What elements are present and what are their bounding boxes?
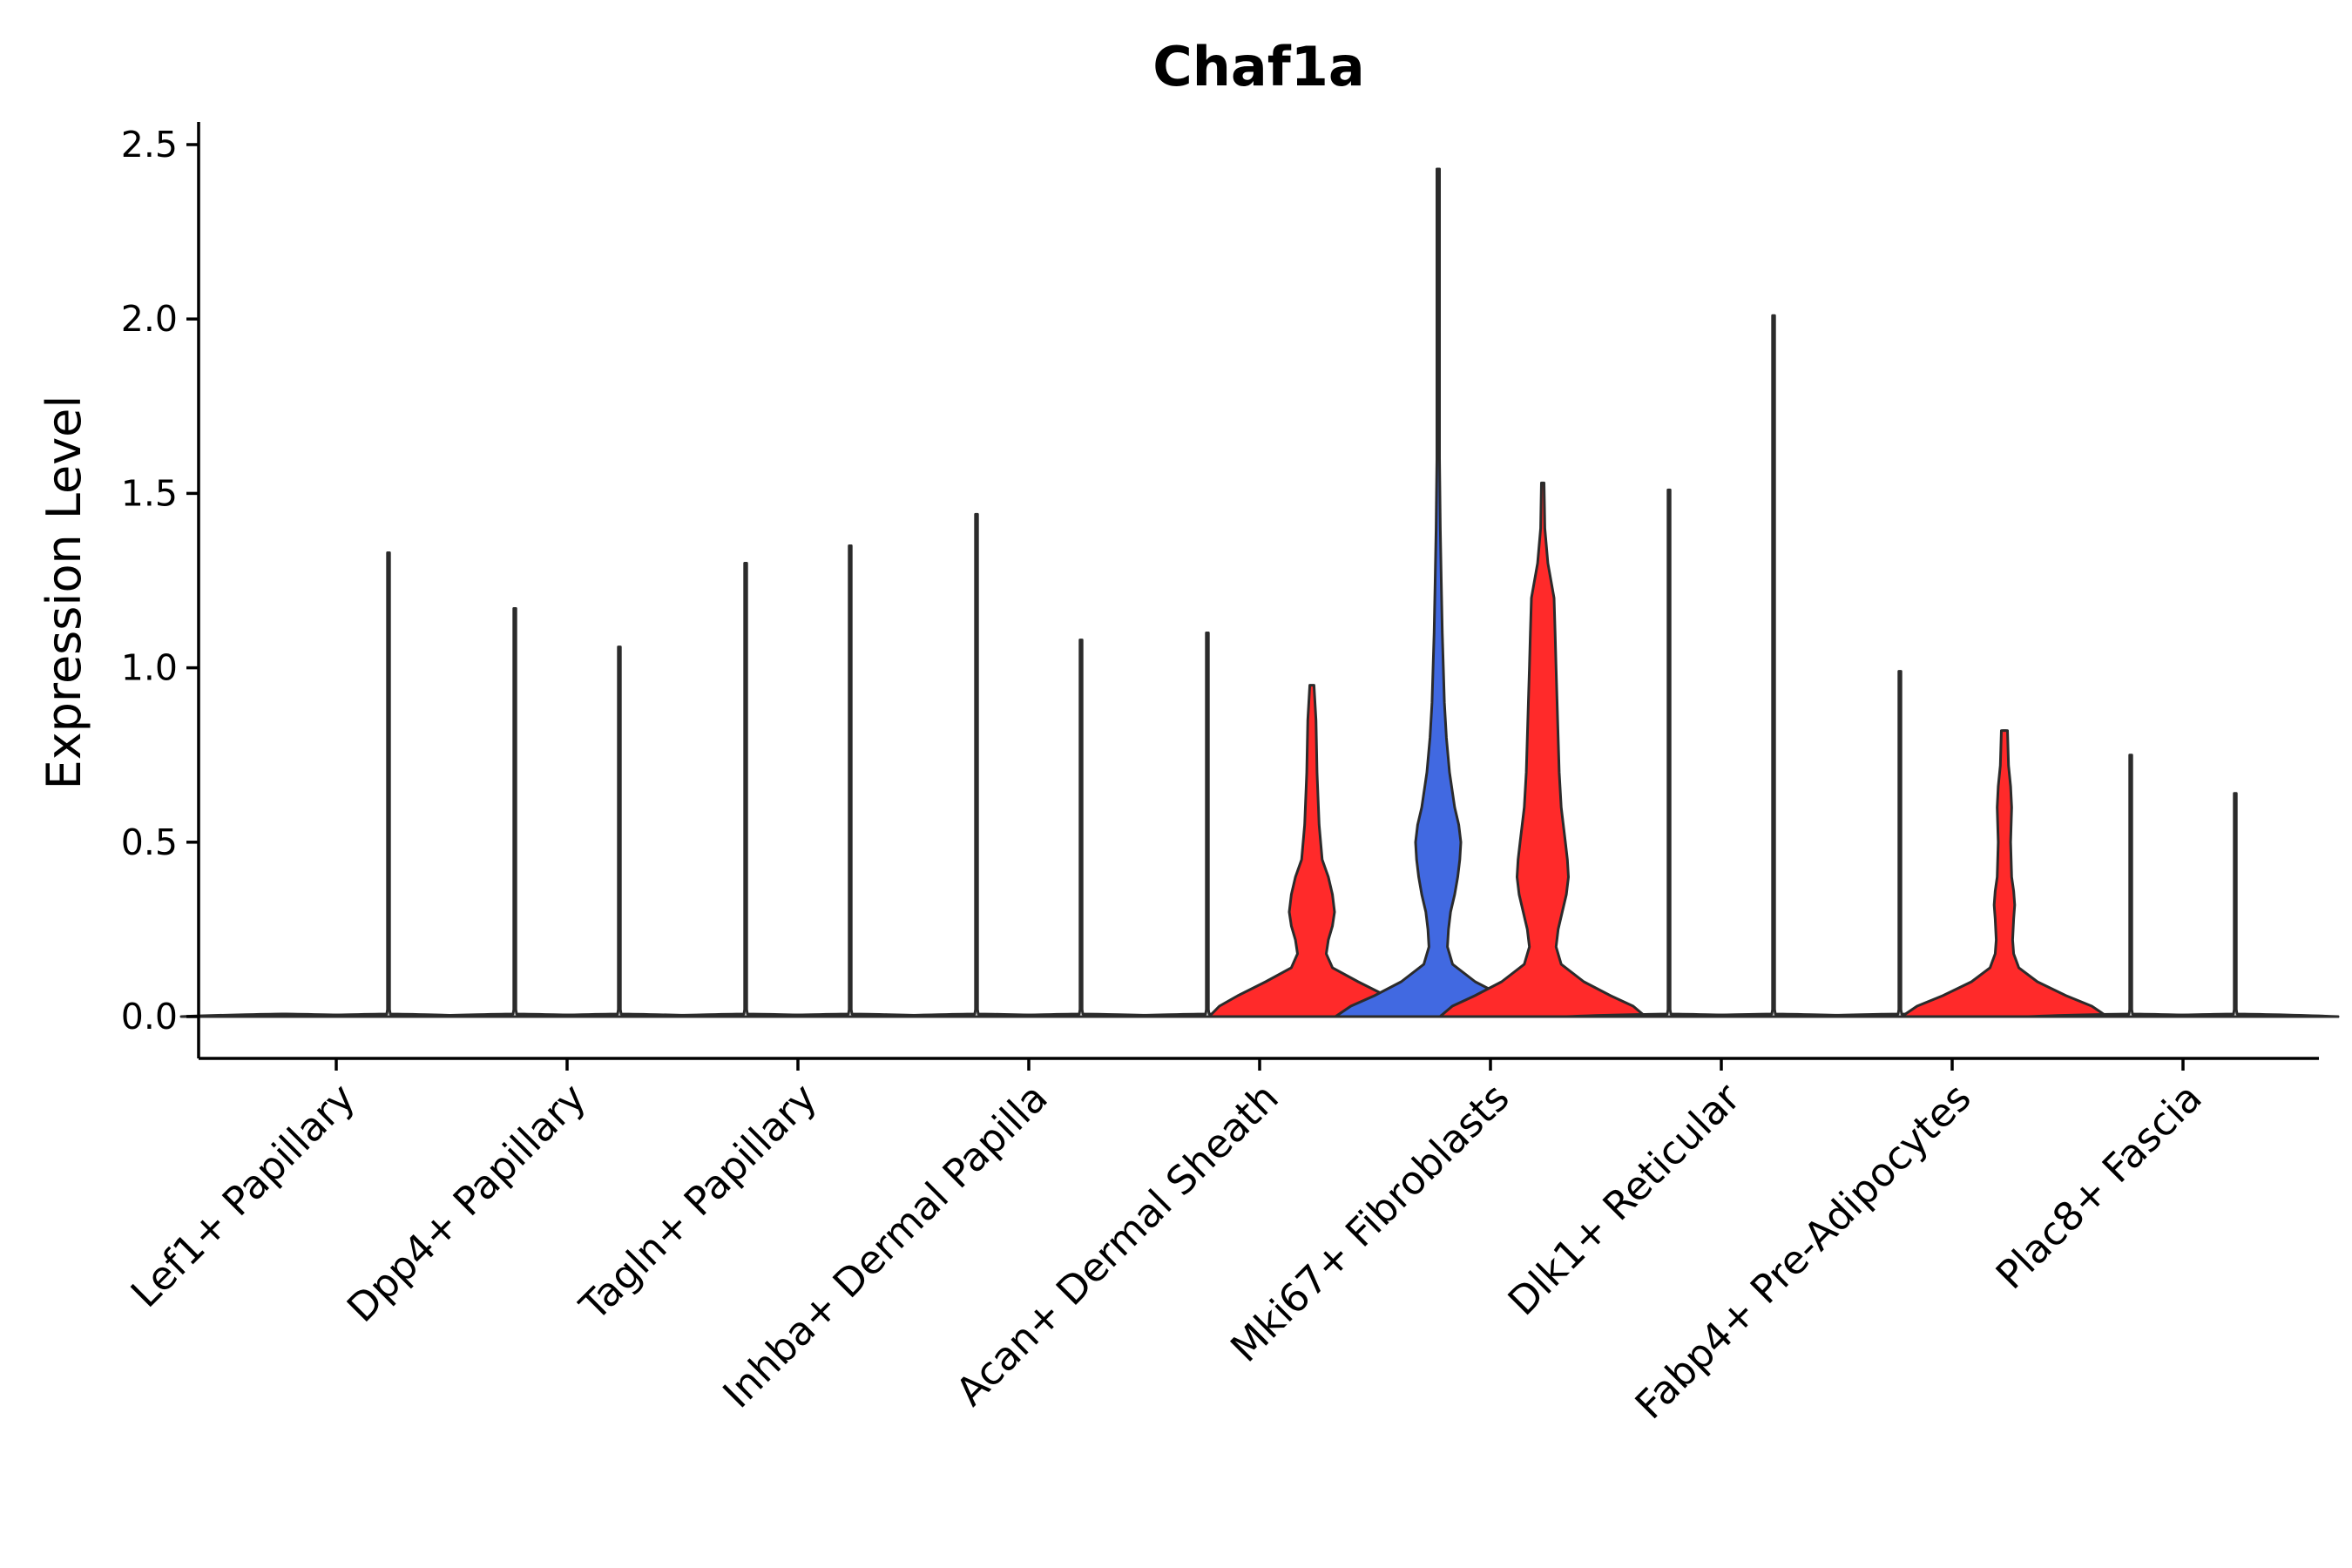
violin-2-right: [515, 645, 724, 1018]
violin-9-right: [2131, 792, 2340, 1018]
violin-8-left: [1795, 670, 2004, 1018]
y-axis-label: Expression Level: [37, 395, 91, 790]
violin-6-right: [1438, 481, 1647, 1018]
chart-title: Chaf1a: [1152, 35, 1364, 98]
violin-layer: [179, 167, 2340, 1018]
violin-8-right: [1900, 729, 2109, 1018]
violin-6-left: [1334, 167, 1543, 1018]
x-tick-label: Dpp4+ Papillary: [338, 1074, 595, 1331]
violin-5-right: [1207, 684, 1416, 1018]
x-tick-label: Plac8+ Fascia: [1987, 1074, 2211, 1298]
violin-7-right: [1669, 314, 1878, 1018]
violin-5-left: [1103, 632, 1312, 1018]
violin-4-left: [872, 512, 1081, 1018]
y-tick-label: 1.0: [121, 647, 178, 689]
violin-3-right: [746, 544, 955, 1018]
y-tick-label: 1.5: [121, 472, 178, 514]
violin-2-left: [410, 607, 619, 1018]
y-tick-label: 2.5: [121, 124, 178, 166]
x-tick-label: Dlk1+ Reticular: [1499, 1074, 1749, 1324]
y-tick-label: 2.0: [121, 298, 178, 340]
x-tick-label: Lef1+ Papillary: [122, 1074, 364, 1316]
violin-7-left: [1565, 488, 1774, 1018]
violin-3-left: [641, 561, 850, 1018]
x-tick-label: Tagln+ Papillary: [571, 1074, 826, 1329]
violin-9-left: [2026, 754, 2235, 1018]
y-tick-label: 0.5: [121, 821, 178, 863]
violin-1-right: [284, 551, 493, 1018]
y-tick-label: 0.0: [121, 996, 178, 1037]
violin-4-right: [977, 639, 1186, 1018]
